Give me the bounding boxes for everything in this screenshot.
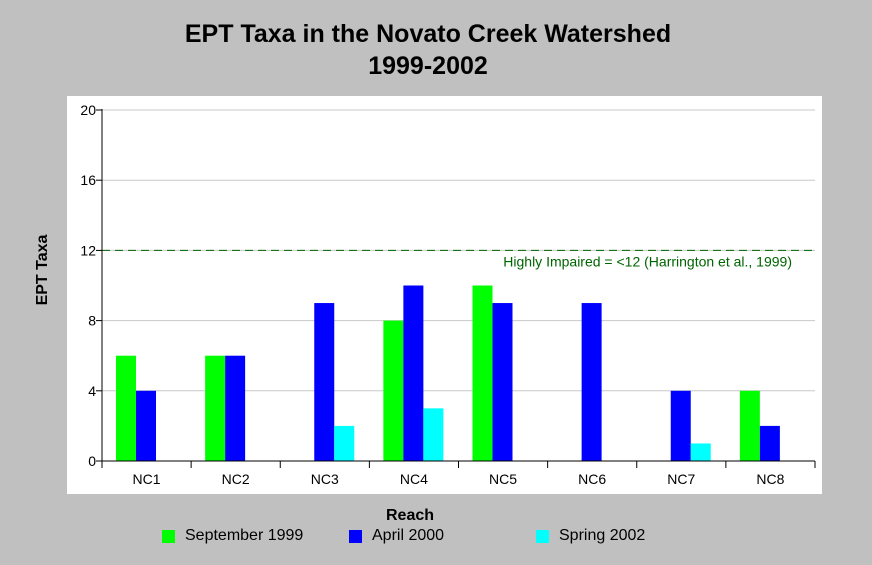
bars bbox=[116, 285, 780, 461]
x-tick-label: NC5 bbox=[489, 471, 517, 487]
x-tick-label: NC8 bbox=[756, 471, 784, 487]
bar bbox=[403, 285, 424, 461]
bar bbox=[383, 320, 404, 461]
legend-item-april-2000: April 2000 bbox=[349, 525, 444, 547]
y-tick-label: 8 bbox=[88, 313, 96, 329]
bar bbox=[314, 303, 335, 461]
chart-title: EPT Taxa in the Novato Creek Watershed bbox=[184, 20, 672, 48]
legend-label: April 2000 bbox=[372, 527, 445, 544]
x-tick-label: NC3 bbox=[311, 471, 339, 487]
legend-swatch bbox=[162, 529, 175, 543]
legend-label: September 1999 bbox=[185, 527, 304, 544]
bar bbox=[334, 425, 355, 461]
x-tick-label: NC6 bbox=[578, 471, 606, 487]
reference-line-label: Highly Impaired = <12 (Harrington et al.… bbox=[503, 253, 792, 269]
bar bbox=[739, 390, 760, 461]
bar bbox=[581, 303, 602, 461]
chart-title-block: EPT Taxa in the Novato Creek Watershed 1… bbox=[0, 18, 856, 82]
y-tick-label: 0 bbox=[88, 453, 96, 469]
axes: 0 4 8 12 16 20 NC1 NC2 NC3 NC4 NC5 NC6 NC7 NC8 bbox=[80, 102, 816, 487]
bar bbox=[690, 443, 711, 461]
y-tick-label: 4 bbox=[88, 383, 96, 399]
y-tick-label: 16 bbox=[80, 172, 96, 188]
plot-panel bbox=[67, 96, 822, 494]
bar bbox=[116, 355, 136, 461]
reference-line-group: Highly Impaired = <12 (Harrington et al.… bbox=[102, 249, 815, 269]
legend-swatch bbox=[349, 529, 362, 543]
bar bbox=[759, 425, 780, 461]
legend-item-spring-2002: Spring 2002 bbox=[536, 525, 645, 547]
bar bbox=[136, 390, 156, 461]
y-axis-label: EPT Taxa bbox=[34, 234, 51, 305]
legend-swatch bbox=[536, 529, 549, 543]
bar bbox=[670, 390, 691, 461]
x-tick-label: NC1 bbox=[133, 471, 161, 487]
legend-label: Spring 2002 bbox=[559, 527, 646, 544]
x-tick-label: NC2 bbox=[222, 471, 250, 487]
bar bbox=[492, 303, 513, 461]
legend-item-september-1999: September 1999 bbox=[162, 525, 303, 547]
x-axis-label: Reach bbox=[386, 507, 434, 524]
x-tick-label: NC7 bbox=[667, 471, 695, 487]
chart-subtitle: 1999-2002 bbox=[368, 52, 488, 80]
x-tick-label: NC4 bbox=[400, 471, 428, 487]
bar bbox=[472, 285, 493, 461]
bar bbox=[225, 355, 246, 461]
y-tick-label: 20 bbox=[80, 102, 96, 118]
bar bbox=[423, 408, 444, 461]
bar bbox=[205, 355, 226, 461]
y-tick-label: 12 bbox=[80, 242, 96, 258]
